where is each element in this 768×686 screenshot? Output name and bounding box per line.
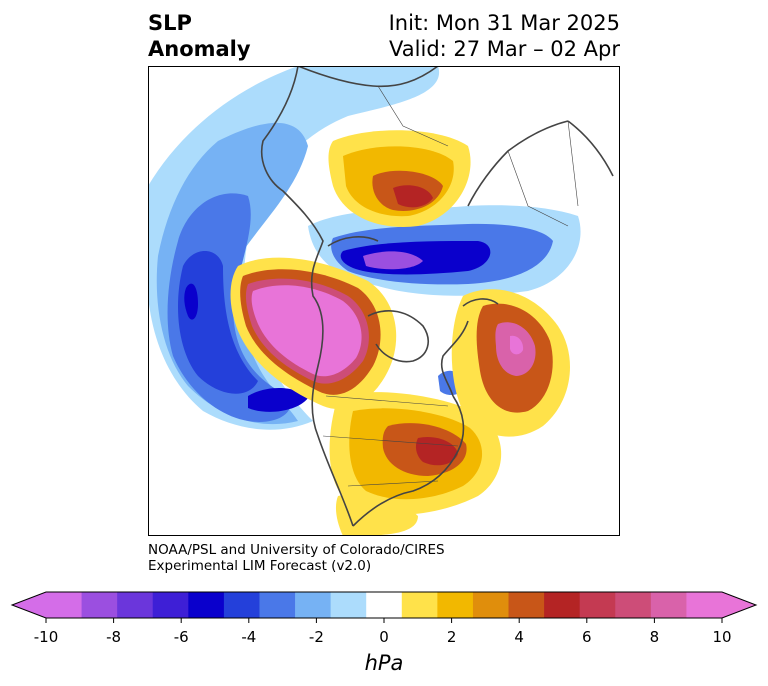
- credit-line-2: Experimental LIM Forecast (v2.0): [148, 558, 372, 574]
- forecast-dates: Init: Mon 31 Mar 2025 Valid: 27 Mar – 02…: [389, 10, 620, 62]
- colorbar-unit-label: hPa: [365, 651, 404, 675]
- colorbar-swatch: [472, 592, 510, 618]
- colorbar-tick-label: 8: [650, 628, 660, 646]
- anomaly-contour-pos-atl-4: [510, 335, 524, 355]
- colorbar-swatch: [508, 592, 545, 618]
- colorbar-ticks: -10 -8 -6 -4 -2 0 2 4 6 8 10: [34, 618, 732, 646]
- borders: [322, 85, 579, 487]
- colorbar: -10 -8 -6 -4 -2 0 2 4 6 8 10 hPa: [10, 591, 758, 675]
- coastlines: [261, 66, 614, 527]
- colorbar-swatch: [686, 592, 723, 618]
- colorbar-tick-label: 0: [379, 628, 389, 646]
- colorbar-swatch: [544, 592, 581, 618]
- credit-line-1: NOAA/PSL and University of Colorado/CIRE…: [148, 542, 445, 558]
- anomaly-contour-neg6: [248, 387, 308, 412]
- slp-anomaly-map: [148, 66, 620, 536]
- colorbar-swatches: [46, 592, 723, 618]
- colorbar-swatch: [259, 592, 296, 618]
- colorbar-tick-label: -10: [34, 628, 59, 646]
- colorbar-tick-label: -6: [174, 628, 189, 646]
- colorbar-swatch: [579, 592, 616, 618]
- map-title: SLP Anomaly: [148, 10, 251, 62]
- anomaly-contour-pos-west-4: [251, 285, 362, 377]
- anomaly-contour-neg4: [178, 251, 258, 394]
- colorbar-swatch: [46, 592, 83, 618]
- credit-text: NOAA/PSL and University of Colorado/CIRE…: [148, 542, 445, 574]
- map-frame: [148, 66, 620, 536]
- colorbar-swatch: [615, 592, 652, 618]
- colorbar-swatch: [188, 592, 225, 618]
- title-variable: SLP: [148, 11, 192, 35]
- anomaly-contour-pos-north-4: [393, 185, 433, 208]
- anomaly-contour-pos-us-4: [415, 436, 458, 466]
- colorbar-tick-label: -2: [309, 628, 324, 646]
- colorbar-swatch: [437, 592, 474, 618]
- colorbar-swatch: [650, 592, 687, 618]
- colorbar-swatch: [81, 592, 118, 618]
- valid-range: Valid: 27 Mar – 02 Apr: [389, 37, 620, 61]
- anomaly-contour-arctic-4: [363, 251, 423, 270]
- colorbar-under-triangle: [12, 592, 46, 618]
- colorbar-swatch: [152, 592, 189, 618]
- title-type: Anomaly: [148, 37, 251, 61]
- colorbar-swatch: [223, 592, 260, 618]
- colorbar-tick-label: 6: [582, 628, 592, 646]
- colorbar-tick-label: -4: [241, 628, 256, 646]
- init-date: Init: Mon 31 Mar 2025: [388, 11, 620, 35]
- anomaly-contour-neg5: [184, 283, 198, 320]
- colorbar-tick-label: 10: [712, 628, 731, 646]
- colorbar-swatch: [295, 592, 332, 618]
- anomaly-contour-pos-gulf: [335, 494, 418, 536]
- colorbar-tick-label: -8: [106, 628, 121, 646]
- colorbar-swatch: [330, 592, 367, 618]
- colorbar-swatch: [401, 592, 438, 618]
- colorbar-tick-label: 2: [447, 628, 457, 646]
- colorbar-swatch: [117, 592, 154, 618]
- colorbar-over-triangle: [722, 592, 756, 618]
- colorbar-tick-label: 4: [514, 628, 524, 646]
- colorbar-swatch: [366, 592, 403, 618]
